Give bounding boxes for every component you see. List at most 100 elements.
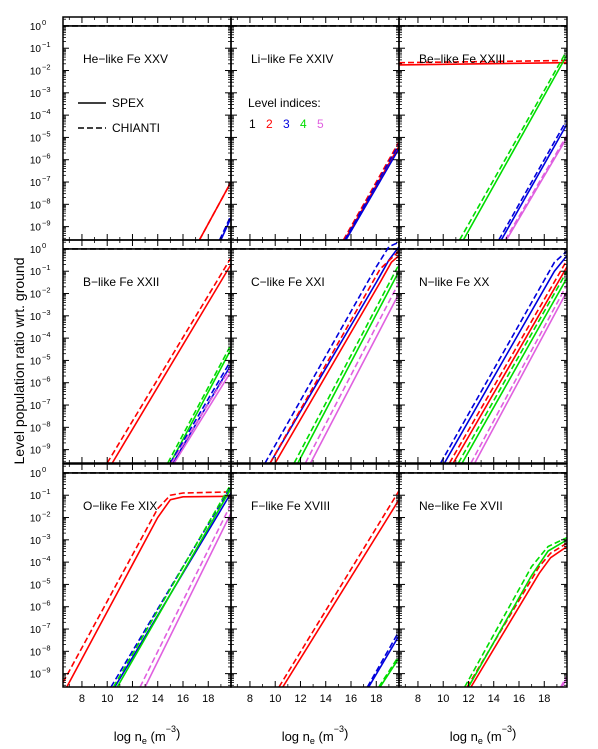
panel-series [399, 25, 567, 240]
legend-spex-label: SPEX [112, 96, 144, 110]
panel-title: Be−like Fe XXIII [419, 52, 505, 66]
y-tick-label-exponent: −1 [42, 40, 51, 49]
y-tick-label-exponent: −5 [42, 352, 51, 361]
y-tick-label: 10 [30, 156, 42, 167]
y-tick-label: 10 [30, 514, 42, 525]
y-tick-label-exponent: −9 [42, 442, 51, 451]
y-tick-label: 10 [30, 334, 42, 345]
panel-series [63, 248, 231, 463]
x-tick-labels: 8 10 12 14 16 18 [415, 693, 551, 705]
x-tick-labels: 8 10 12 14 16 18 [79, 693, 215, 705]
series-level-2-chianti [448, 259, 567, 463]
x-tick-labels: 8 10 12 14 16 18 [247, 693, 383, 705]
series-level-3-spex [345, 148, 399, 240]
panel-5: C−like Fe XXI [230, 239, 400, 464]
series-level-2-spex [470, 545, 567, 687]
y-tick-label-exponent: −3 [42, 308, 51, 317]
y-tick-label-exponent: −2 [42, 286, 51, 295]
y-tick-label: 10 [30, 401, 42, 412]
y-tick-label-exponent: −3 [42, 85, 51, 94]
y-tick-label: 10 [30, 625, 42, 636]
x-ticks [236, 17, 390, 240]
series-level-2-chianti [198, 181, 231, 240]
x-ticks [236, 464, 390, 687]
x-ticks [68, 240, 222, 463]
y-tick-label-exponent: −1 [42, 487, 51, 496]
series-level-3-spex [500, 123, 567, 240]
panel-series [399, 248, 567, 463]
y-tick-label: 10 [30, 133, 42, 144]
y-tick-label: 10 [30, 290, 42, 301]
x-tick-label: 10 [101, 693, 113, 705]
x-tick-label: 16 [513, 693, 525, 705]
series-level-5-chianti [139, 503, 231, 687]
panel-title: O−like Fe XIX [83, 499, 157, 513]
x-tick-label: 16 [345, 693, 357, 705]
panel-frame [230, 16, 400, 241]
series-level-4-spex [297, 270, 399, 463]
y-tick-label: 10 [30, 312, 42, 323]
series-level-2-spex [111, 264, 231, 463]
y-axis-label: Level population ratio wrt. ground [11, 257, 27, 464]
x-tick-label: 8 [247, 693, 253, 705]
series-level-4-spex [379, 657, 399, 687]
series-level-5-spex [309, 293, 399, 463]
y-tick-label: 10 [30, 178, 42, 189]
panel-2: Li−like Fe XXIV [230, 16, 400, 241]
series-level-3-chianti [344, 143, 399, 240]
series-level-3-spex [220, 217, 231, 240]
x-ticks [68, 17, 222, 240]
x-ticks [404, 17, 558, 240]
x-tick-label: 16 [177, 693, 189, 705]
series-level-4-chianti [464, 536, 567, 687]
y-tick-label-exponent: −8 [42, 419, 51, 428]
x-tick-label: 18 [538, 693, 550, 705]
y-tick-label-exponent: −5 [42, 129, 51, 138]
y-tick-label-exponent: −7 [42, 397, 51, 406]
x-tick-label: 18 [202, 693, 214, 705]
panel-series [63, 472, 231, 687]
legend-level-index-1: 1 [249, 117, 256, 131]
x-tick-label: 10 [269, 693, 281, 705]
legend-level-index-2: 2 [266, 117, 273, 131]
series-level-4-spex [116, 488, 231, 687]
series-level-3-chianti [110, 485, 231, 687]
y-tick-label: 10 [30, 469, 42, 480]
series-level-5-chianti [560, 675, 567, 687]
x-tick-label: 8 [79, 693, 85, 705]
panel-frame [62, 463, 232, 688]
series-level-2-chianti [466, 542, 567, 687]
series-level-2-chianti [278, 490, 399, 687]
series-level-4-chianti [112, 483, 231, 687]
y-tick-label: 10 [30, 22, 42, 33]
series-level-5-chianti [504, 134, 567, 240]
series-level-5-spex [173, 371, 231, 463]
x-tick-label: 18 [370, 693, 382, 705]
y-tick-label-exponent: −4 [42, 330, 51, 339]
series-level-3-spex [368, 635, 399, 687]
series-level-5-chianti [170, 366, 231, 463]
legend-chianti-label: CHIANTI [112, 121, 160, 135]
series-level-2-spex [452, 266, 567, 463]
y-tick-label-exponent: −5 [42, 576, 51, 585]
y-tick-label-exponent: −4 [42, 554, 51, 563]
panel-frame [398, 463, 568, 688]
y-ticks [231, 241, 399, 462]
series-level-3-chianti [440, 250, 567, 463]
series-level-4-spex [169, 348, 231, 463]
series-level-5-chianti [304, 282, 399, 463]
series-level-3-chianti [264, 241, 399, 463]
y-tick-label-exponent: −3 [42, 532, 51, 541]
y-ticks [63, 18, 231, 239]
panel-9: Ne−like Fe XVII 8 10 12 14 16 18 [398, 463, 568, 705]
series-level-4-chianti [457, 270, 567, 463]
x-ticks [68, 464, 222, 687]
panel-series [231, 472, 399, 687]
series-level-2-spex [399, 61, 567, 66]
panel-title: N−like Fe XX [419, 275, 489, 289]
x-tick-label: 8 [415, 693, 421, 705]
panel-6: N−like Fe XX [398, 239, 568, 464]
